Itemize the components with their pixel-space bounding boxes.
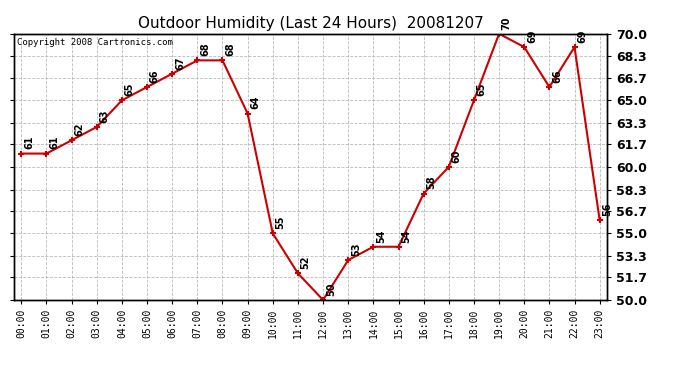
Text: 60: 60 [451,149,462,163]
Text: 66: 66 [552,69,562,83]
Text: 61: 61 [24,136,34,149]
Text: 70: 70 [502,16,512,30]
Text: 69: 69 [578,29,587,43]
Text: 54: 54 [376,229,386,243]
Text: 50: 50 [326,282,336,296]
Text: 67: 67 [175,56,185,69]
Text: 68: 68 [200,43,210,56]
Text: 63: 63 [99,109,110,123]
Text: 56: 56 [602,202,613,216]
Text: Copyright 2008 Cartronics.com: Copyright 2008 Cartronics.com [17,38,172,47]
Text: 61: 61 [49,136,59,149]
Text: 58: 58 [426,176,437,189]
Text: 52: 52 [301,256,310,269]
Text: 65: 65 [477,82,486,96]
Text: 62: 62 [75,123,84,136]
Text: 53: 53 [351,242,361,256]
Text: 64: 64 [250,96,260,109]
Text: 65: 65 [125,82,135,96]
Title: Outdoor Humidity (Last 24 Hours)  20081207: Outdoor Humidity (Last 24 Hours) 2008120… [137,16,484,31]
Text: 68: 68 [225,43,235,56]
Text: 69: 69 [527,29,537,43]
Text: 54: 54 [402,229,411,243]
Text: 66: 66 [150,69,160,83]
Text: 55: 55 [275,216,286,229]
